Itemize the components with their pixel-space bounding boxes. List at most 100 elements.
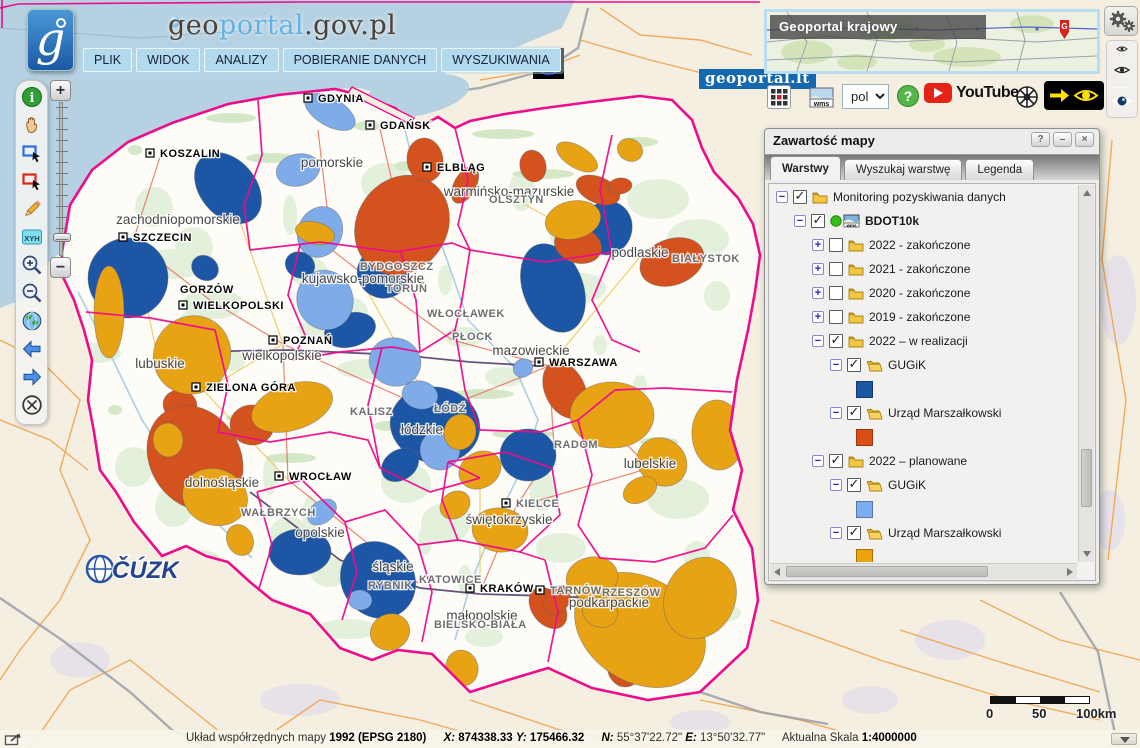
zoom-track[interactable] [53,102,71,256]
county-patch [544,200,602,240]
legend-swatch-row [770,497,1077,521]
tree-row-urz-d-marsza-kowski[interactable]: − ✓ Urząd Marszałkowski [770,521,1077,545]
layer-checkbox[interactable] [829,286,843,300]
tree-row-2020-zako-czone[interactable]: +2020 - zakończone [770,281,1077,305]
horizontal-scroll-thumb[interactable] [786,566,988,577]
scroll-left-icon[interactable] [774,568,780,576]
collapse-node-icon[interactable]: − [812,455,824,467]
youtube-link[interactable]: YouTube [924,83,1019,103]
overview-map[interactable]: Geoportal krajowy G [764,9,1100,74]
vertical-scroll-thumb[interactable] [1081,449,1092,507]
panel-help-button[interactable]: ? [1031,132,1050,147]
back-arrow-tool-button[interactable] [19,337,44,362]
statusbar-collapse-button[interactable] [1111,733,1137,745]
zoom-in-button[interactable]: + [50,80,71,101]
tab-wyszukaj-warstw[interactable]: Wyszukaj warstwę [843,159,963,180]
county-patch [226,524,254,556]
tab-warstwy[interactable]: Warstwy [770,156,841,180]
expand-node-icon[interactable]: + [812,239,824,251]
layer-checkbox[interactable]: ✓ [829,333,843,348]
cancel-tool-button[interactable] [19,393,44,418]
zoom-in-tool-button[interactable] [19,253,44,278]
status-bar: Układ współrzędnych mapy 1992 (EPSG 2180… [0,730,1140,748]
layer-checkbox[interactable] [829,262,843,276]
menu-item-analizy[interactable]: ANALIZY [204,48,279,72]
accessibility-wheel-button[interactable] [1014,84,1040,110]
scroll-right-icon[interactable] [1067,568,1073,576]
zoom-tick [56,107,68,108]
tree-row-2022-w-realizacji[interactable]: − ✓ 2022 – w realizacji [770,329,1077,353]
collapse-node-icon[interactable]: − [812,335,824,347]
tree-row-gugik[interactable]: − ✓ GUGiK [770,353,1077,377]
tree-row-bdot10k[interactable]: − ✓ wms BDOT10k [770,209,1077,233]
eye-large-button[interactable] [1108,87,1136,115]
menu-item-pobieranie-danych[interactable]: POBIERANIE DANYCH [282,48,438,72]
select-box-blue-tool-button[interactable] [19,141,44,166]
zoom-out-tool-button[interactable] [19,281,44,306]
layer-checkbox[interactable]: ✓ [811,213,825,228]
tree-row-2019-zako-czone[interactable]: +2019 - zakończone [770,305,1077,329]
collapse-node-icon[interactable]: − [794,215,806,227]
pan-hand-tool-button[interactable] [19,113,44,138]
map-label-wa-brzych: WAŁBRZYCH [241,507,316,519]
tree-vertical-scrollbar[interactable] [1078,185,1094,562]
zoom-tick [56,239,68,240]
geoportal-logo[interactable]: g [27,9,74,71]
map-label-opolskie: opolskie [295,525,345,540]
layer-checkbox[interactable]: ✓ [847,525,861,540]
tree-row-monitoring-pozyskiwania-danych[interactable]: − ✓ Monitoring pozyskiwania danych [770,185,1077,209]
eye-small-button[interactable] [1116,45,1128,53]
tree-horizontal-scrollbar[interactable] [770,563,1077,579]
expand-node-icon[interactable]: + [812,287,824,299]
collapse-node-icon[interactable]: − [830,407,842,419]
high-contrast-toggle[interactable] [1044,81,1104,110]
select-box-red-tool-button[interactable] [19,169,44,194]
settings-gears-button[interactable] [1104,6,1138,36]
layer-checkbox[interactable] [829,238,843,252]
statusbar-expand-button[interactable] [4,733,22,746]
forward-arrow-tool-button[interactable] [19,365,44,390]
layer-checkbox[interactable]: ✓ [847,405,861,420]
panel-close-button[interactable]: × [1075,132,1094,147]
tree-row-2021-zako-czone[interactable]: +2021 - zakończone [770,257,1077,281]
tree-row-2022-zako-czone[interactable]: +2022 - zakończone [770,233,1077,257]
layer-checkbox[interactable]: ✓ [847,357,861,372]
collapse-node-icon[interactable]: − [830,527,842,539]
collapse-node-icon[interactable]: − [830,359,842,371]
collapse-node-icon[interactable]: − [830,479,842,491]
panel-minimize-button[interactable]: – [1053,132,1072,147]
zoom-out-button[interactable]: − [50,257,71,278]
scroll-down-icon[interactable] [1083,551,1091,557]
wms-button[interactable]: wms [808,86,835,109]
scroll-up-icon[interactable] [1083,190,1091,196]
collapse-node-icon[interactable]: − [776,191,788,203]
tree-row-2022-planowane[interactable]: − ✓ 2022 – planowane [770,449,1077,473]
tree-row-urz-d-marsza-kowski[interactable]: − ✓ Urząd Marszałkowski [770,401,1077,425]
help-button[interactable]: ? [897,85,919,107]
tree-label: 2020 - zakończone [869,286,971,300]
select-box-red-icon [21,173,40,191]
language-select[interactable]: pol [842,84,889,109]
menu-item-widok[interactable]: WIDOK [136,48,201,72]
map-label-wielkopolskie: wielkopolskie [241,348,322,363]
globe-tool-button[interactable] [19,309,44,334]
tab-legenda[interactable]: Legenda [965,159,1035,180]
county-patch [152,422,184,458]
tree-row-gugik[interactable]: − ✓ GUGiK [770,473,1077,497]
layer-checkbox[interactable]: ✓ [847,477,861,492]
pencil-tool-button[interactable] [19,197,44,222]
layer-checkbox[interactable]: ✓ [829,453,843,468]
info-tool-button[interactable]: i [19,85,44,110]
menu-item-plik[interactable]: PLIK [83,48,133,72]
menu-item-wyszukiwania[interactable]: WYSZUKIWANIA [441,48,561,72]
expand-node-icon[interactable]: + [812,311,824,323]
layer-checkbox[interactable] [829,310,843,324]
xyh-coordinates-tool-button[interactable]: XYH [19,225,44,250]
mosaic-grid-button[interactable] [767,85,791,109]
eye-medium-button[interactable] [1113,65,1131,75]
county-patch [182,468,248,526]
expand-node-icon[interactable]: + [812,263,824,275]
zoom-handle[interactable] [53,233,71,242]
layer-checkbox[interactable]: ✓ [793,189,807,204]
